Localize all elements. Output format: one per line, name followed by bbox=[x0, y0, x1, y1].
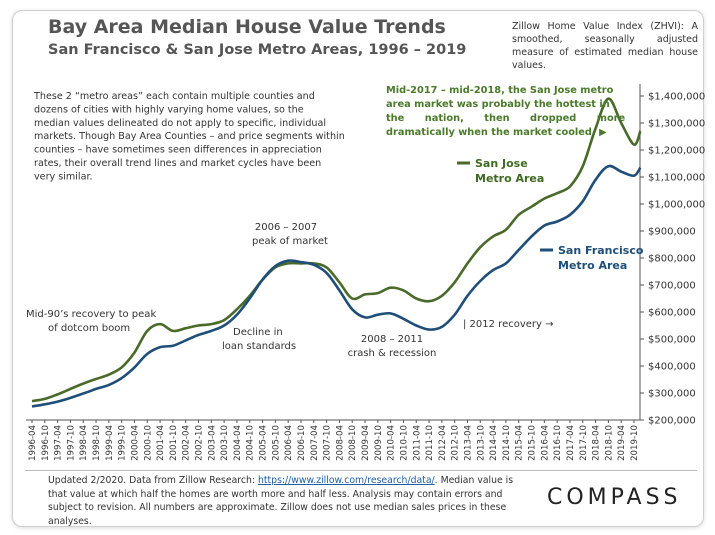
decline-annotation-line2: loan standards bbox=[222, 341, 296, 352]
x-tick-label: 2009-10 bbox=[374, 425, 384, 461]
legend-san-jose-line2: Metro Area bbox=[475, 172, 544, 185]
x-tick-label: 2006-10 bbox=[297, 425, 307, 461]
y-tick-label: $600,000 bbox=[648, 308, 696, 319]
x-tick-label: 2007-10 bbox=[323, 425, 333, 461]
y-tick-label: $1,300,000 bbox=[648, 119, 705, 130]
x-tick-label: 2016-10 bbox=[553, 425, 563, 461]
x-tick-label: 2017-04 bbox=[566, 425, 576, 461]
zhvi-note: Zillow Home Value Index (ZHVI): A smooth… bbox=[512, 21, 698, 71]
x-tick-label: 1999-04 bbox=[105, 425, 115, 461]
x-tick-label: 2017-10 bbox=[579, 425, 589, 461]
y-tick-label: $800,000 bbox=[648, 254, 696, 265]
x-tick-label: 2000-04 bbox=[130, 425, 140, 461]
sj-hot-annotation-line1: Mid-2017 – mid-2018, the San Jose metro bbox=[386, 85, 614, 96]
x-tick-label: 2010-10 bbox=[399, 425, 409, 461]
y-tick-label: $700,000 bbox=[648, 281, 696, 292]
x-tick-label: 2012-04 bbox=[438, 425, 448, 461]
peak-annotation-line2: peak of market bbox=[252, 236, 328, 247]
x-tick-label: 2000-10 bbox=[143, 425, 153, 461]
sj-hot-annotation-line2: area market was probably the hottest in bbox=[386, 99, 610, 110]
x-tick-label: 2018-10 bbox=[604, 425, 614, 461]
decline-annotation-line1: Decline in bbox=[233, 327, 283, 338]
crash-annotation-line2: crash & recession bbox=[348, 348, 437, 359]
x-tick-label: 2015-04 bbox=[515, 425, 525, 461]
legend-san-francisco-line1: San Francisco bbox=[558, 244, 644, 257]
x-tick-label: 2010-04 bbox=[387, 425, 397, 461]
x-tick-label: 2001-10 bbox=[169, 425, 179, 461]
x-tick-label: 1997-10 bbox=[66, 425, 76, 461]
x-tick-label: 2003-10 bbox=[220, 425, 230, 461]
y-tick-label: $1,100,000 bbox=[648, 173, 705, 184]
sj-hot-annotation-line4: dramatically when the market cooled. ▶ bbox=[386, 127, 607, 138]
x-tick-label: 2012-10 bbox=[451, 425, 461, 461]
series-line-san-francisco bbox=[31, 164, 642, 408]
recovery-annotation: | 2012 recovery → bbox=[463, 319, 554, 330]
mid90-annotation-line2: of dotcom boom bbox=[48, 323, 130, 334]
footer-divider bbox=[25, 470, 697, 471]
x-tick-label: 2005-04 bbox=[259, 425, 269, 461]
x-tick-label: 2003-04 bbox=[207, 425, 217, 461]
intro-annotation-group: These 2 “metro areas” each contain multi… bbox=[33, 91, 345, 182]
x-tick-label: 2008-04 bbox=[335, 425, 345, 461]
footer-note: Updated 2/2020. Data from Zillow Researc… bbox=[48, 474, 518, 528]
x-tick-label: 1997-04 bbox=[54, 425, 64, 461]
x-tick-label: 2007-04 bbox=[310, 425, 320, 461]
x-tick-label: 2013-04 bbox=[463, 425, 473, 461]
x-tick-label: 2004-10 bbox=[246, 425, 256, 461]
x-tick-label: 2019-10 bbox=[630, 425, 640, 461]
y-tick-label: $900,000 bbox=[648, 227, 696, 238]
x-tick-label: 2005-10 bbox=[271, 425, 281, 461]
y-tick-label: $300,000 bbox=[648, 389, 696, 400]
y-tick-label: $400,000 bbox=[648, 362, 696, 373]
x-tick-label: 2002-10 bbox=[195, 425, 205, 461]
series-layer bbox=[31, 97, 642, 408]
legend-san-francisco-line2: Metro Area bbox=[558, 259, 627, 272]
x-tick-label: 2014-10 bbox=[502, 425, 512, 461]
legend-san-jose: San Jose Metro Area bbox=[457, 157, 544, 185]
peak-annotation-line1: 2006 – 2007 bbox=[255, 222, 317, 233]
x-tick-label: 2015-10 bbox=[528, 425, 538, 461]
x-tick-label: 2001-04 bbox=[156, 425, 166, 461]
x-tick-label: 2008-10 bbox=[348, 425, 358, 461]
y-tick-label: $1,200,000 bbox=[648, 146, 705, 157]
y-tick-label: $500,000 bbox=[648, 335, 696, 346]
footer-text-b: . Median value is that value at which ha… bbox=[48, 475, 514, 527]
y-tick-label: $1,000,000 bbox=[648, 200, 705, 211]
x-tick-label: 2019-04 bbox=[617, 425, 627, 461]
x-tick-label: 2014-04 bbox=[489, 425, 499, 461]
zillow-research-link[interactable]: https://www.zillow.com/research/data/ bbox=[257, 475, 435, 486]
axis-layer: $200,000 $300,000 $400,000 $500,000 $600,000… bbox=[26, 84, 705, 461]
legend-san-francisco: San Francisco Metro Area bbox=[540, 244, 644, 272]
x-tick-label: 2006-04 bbox=[284, 425, 294, 461]
x-tick-label: 2018-04 bbox=[592, 425, 602, 461]
y-tick-label: $1,400,000 bbox=[648, 92, 705, 103]
x-tick-label: 1999-10 bbox=[118, 425, 128, 461]
chart-card bbox=[12, 10, 704, 527]
y-tick-label: $200,000 bbox=[648, 416, 696, 427]
intro-annotation-text: These 2 “metro areas” each contain multi… bbox=[33, 91, 345, 182]
chart-title: Bay Area Median House Value Trends bbox=[48, 16, 446, 38]
crash-annotation-line1: 2008 – 2011 bbox=[361, 334, 423, 345]
x-tick-label: 2004-04 bbox=[233, 425, 243, 461]
x-tick-label: 2002-04 bbox=[182, 425, 192, 461]
x-tick-label: 2016-04 bbox=[540, 425, 550, 461]
x-tick-label: 2013-10 bbox=[476, 425, 486, 461]
compass-logo: COMPASS bbox=[547, 485, 682, 510]
footer-text-a: Updated 2/2020. Data from Zillow Researc… bbox=[48, 475, 258, 486]
x-tick-label: 1998-10 bbox=[92, 425, 102, 461]
x-tick-label: 1996-10 bbox=[41, 425, 51, 461]
x-tick-label: 2011-04 bbox=[412, 425, 422, 461]
mid90-annotation-line1: Mid-90’s recovery to peak bbox=[26, 309, 156, 320]
series-line-san-jose bbox=[31, 97, 642, 403]
x-tick-label: 1998-04 bbox=[79, 425, 89, 461]
legend-san-jose-line1: San Jose bbox=[475, 157, 528, 170]
x-tick-label: 2009-04 bbox=[361, 425, 371, 461]
x-tick-label: 1996-04 bbox=[28, 425, 38, 461]
sj-hot-annotation-line3: the nation, then dropped more bbox=[386, 113, 626, 124]
x-tick-label: 2011-10 bbox=[425, 425, 435, 461]
chart-subtitle: San Francisco & San Jose Metro Areas, 19… bbox=[48, 42, 467, 58]
